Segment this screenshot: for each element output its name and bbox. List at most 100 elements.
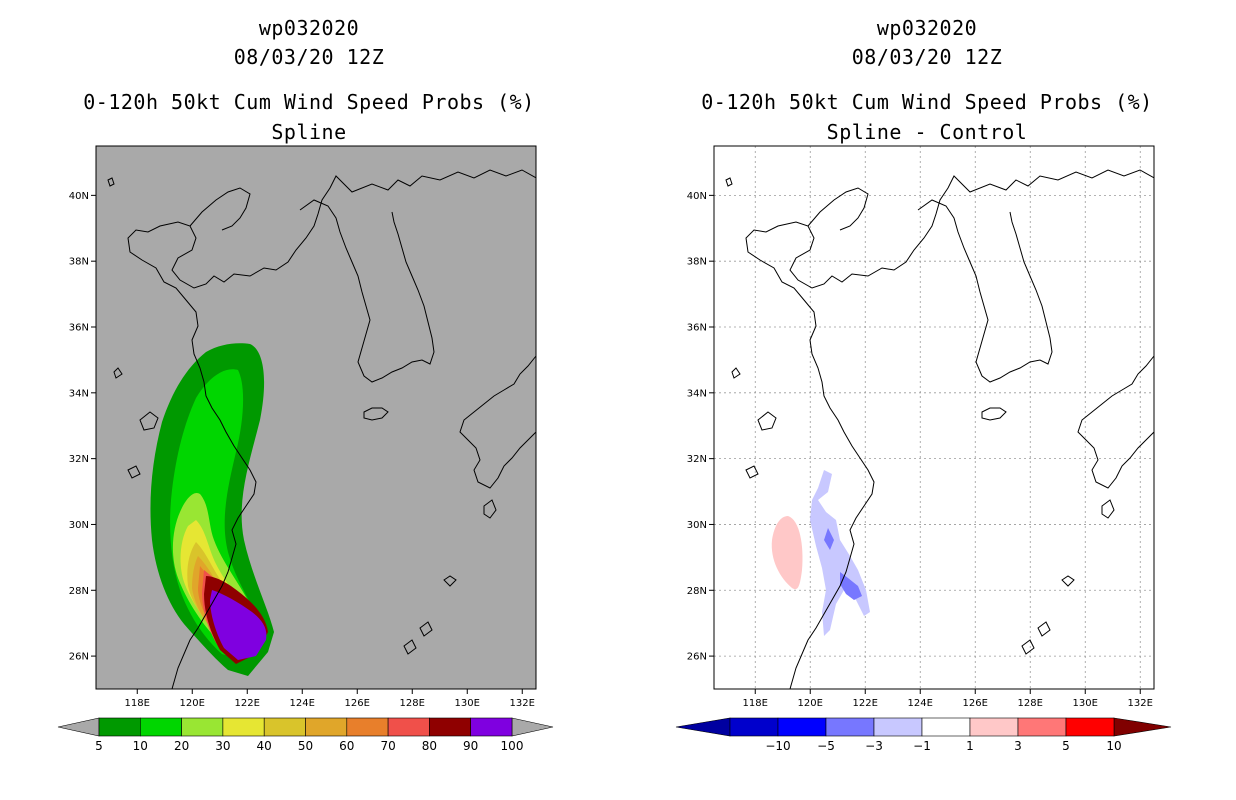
right-colorbar-end-low bbox=[675, 717, 731, 737]
right-y-tick-label: 30N bbox=[687, 520, 707, 531]
left-x-tick-label: 126E bbox=[345, 698, 370, 709]
left-probability-contours bbox=[107, 169, 536, 689]
left-chart-svg: 26N 28N 30N 32N 34N 36N 38N 40N 118E 120E 122E 124… bbox=[57, 145, 554, 753]
right-colorbar-swatch bbox=[777, 717, 827, 737]
left-colorbar-label: 5 bbox=[95, 739, 103, 753]
left-colorbar-swatch bbox=[181, 717, 224, 737]
left-panel: wp032020 08/03/20 12Z 0-120h 50kt Cum Wi… bbox=[57, 16, 554, 753]
left-colorbar-swatch bbox=[98, 717, 141, 737]
left-map-background bbox=[96, 146, 536, 689]
left-map-frame bbox=[95, 145, 537, 690]
left-y-tick-label: 34N bbox=[69, 388, 89, 399]
diff-band-neg-3-5 bbox=[824, 528, 862, 600]
left-colorbar-label: 20 bbox=[174, 739, 189, 753]
right-colorbar-swatch bbox=[1017, 717, 1067, 737]
right-y-tick-label: 34N bbox=[687, 388, 707, 399]
right-chart-svg: 26N 28N 30N 32N 34N 36N 38N 40N 118E 120E 122E 124… bbox=[675, 145, 1172, 753]
right-x-tick-label: 124E bbox=[908, 698, 933, 709]
right-title-method: Spline - Control bbox=[826, 120, 1028, 144]
right-colorbar-end-high bbox=[1113, 717, 1172, 737]
left-y-tick-label: 40N bbox=[69, 191, 89, 202]
left-y-tick-label: 30N bbox=[69, 520, 89, 531]
right-x-tick-label: 120E bbox=[798, 698, 823, 709]
left-x-tick-label: 130E bbox=[455, 698, 480, 709]
right-x-tick-label: 130E bbox=[1073, 698, 1098, 709]
left-colorbar-end-high bbox=[511, 717, 554, 737]
left-colorbar-label: 40 bbox=[257, 739, 272, 753]
left-colorbar-label: 80 bbox=[422, 739, 437, 753]
left-x-tick-label: 122E bbox=[235, 698, 260, 709]
right-title-datetime: 08/03/20 12Z bbox=[851, 45, 1003, 69]
right-map-frame bbox=[713, 145, 1155, 690]
right-panel: wp032020 08/03/20 12Z 0-120h 50kt Cum Wi… bbox=[618, 0, 1236, 800]
left-colorbar-label: 70 bbox=[380, 739, 395, 753]
right-y-tick-label: 32N bbox=[687, 454, 707, 465]
right-colorbar-label: −3 bbox=[865, 739, 883, 753]
right-colorbar-label: 5 bbox=[1062, 739, 1070, 753]
left-colorbar-label: 90 bbox=[463, 739, 478, 753]
left-colorbar-swatch bbox=[140, 717, 182, 737]
left-title-method: Spline bbox=[271, 120, 347, 144]
left-x-tick-label: 120E bbox=[180, 698, 205, 709]
left-colorbar-label: 50 bbox=[298, 739, 313, 753]
left-colorbar-swatch bbox=[346, 717, 389, 737]
right-x-tick-label: 118E bbox=[743, 698, 768, 709]
right-colorbar-swatch bbox=[969, 717, 1019, 737]
right-colorbar-swatch bbox=[1065, 717, 1115, 737]
left-colorbar-swatch bbox=[470, 717, 513, 737]
right-y-tick-label: 28N bbox=[687, 586, 707, 597]
right-x-tick-label: 122E bbox=[853, 698, 878, 709]
left-x-tick-label: 118E bbox=[125, 698, 150, 709]
left-x-tick-label: 124E bbox=[290, 698, 315, 709]
left-x-tick-label: 128E bbox=[400, 698, 425, 709]
right-y-tick-label: 40N bbox=[687, 191, 707, 202]
left-colorbar-label: 10 bbox=[133, 739, 148, 753]
left-colorbar-swatch bbox=[305, 717, 348, 737]
left-colorbar-label: 100 bbox=[501, 739, 524, 753]
left-colorbar-swatch bbox=[387, 717, 430, 737]
left-title-storm-id: wp032020 bbox=[258, 16, 360, 40]
left-colorbar-swatch bbox=[429, 717, 471, 737]
right-title-product: 0-120h 50kt Cum Wind Speed Probs (%) bbox=[701, 90, 1153, 114]
prob-band-90 bbox=[210, 590, 267, 660]
right-y-axis: 26N 28N 30N 32N 34N 36N 38N 40N bbox=[687, 191, 714, 663]
left-title-datetime: 08/03/20 12Z bbox=[233, 45, 385, 69]
right-x-tick-label: 132E bbox=[1128, 698, 1153, 709]
right-colorbar-label: −5 bbox=[817, 739, 835, 753]
left-colorbar-swatch bbox=[263, 717, 306, 737]
left-y-tick-label: 32N bbox=[69, 454, 89, 465]
right-y-tick-label: 26N bbox=[687, 652, 707, 663]
right-colorbar-label: −10 bbox=[765, 739, 790, 753]
right-colorbar-label: 1 bbox=[966, 739, 974, 753]
right-colorbar-swatch bbox=[729, 717, 779, 737]
left-colorbar-swatch bbox=[222, 717, 265, 737]
left-x-tick-label: 132E bbox=[510, 698, 535, 709]
left-y-tick-label: 28N bbox=[69, 586, 89, 597]
right-map-background bbox=[714, 146, 1154, 689]
right-title-storm-id: wp032020 bbox=[876, 16, 978, 40]
right-colorbar: −10 −5 −3 −1 1 3 5 10 bbox=[675, 717, 1172, 753]
right-difference-contours bbox=[725, 169, 1154, 689]
left-x-axis: 118E 120E 122E 124E 126E 128E 130E 132E bbox=[125, 689, 535, 709]
right-colorbar-label: −1 bbox=[913, 739, 931, 753]
left-colorbar: 5 10 20 30 40 50 60 70 80 90 100 bbox=[57, 717, 554, 753]
right-x-tick-label: 128E bbox=[1018, 698, 1043, 709]
left-y-tick-label: 26N bbox=[69, 652, 89, 663]
diff-band-pos-1-3 bbox=[771, 516, 803, 590]
left-y-tick-label: 38N bbox=[69, 257, 89, 268]
left-y-axis: 26N 28N 30N 32N 34N 36N 38N 40N bbox=[69, 191, 96, 663]
left-colorbar-label: 30 bbox=[215, 739, 230, 753]
right-colorbar-swatch bbox=[873, 717, 923, 737]
right-colorbar-label: 10 bbox=[1106, 739, 1121, 753]
left-y-tick-label: 36N bbox=[69, 323, 89, 334]
left-title-product: 0-120h 50kt Cum Wind Speed Probs (%) bbox=[83, 90, 535, 114]
left-colorbar-end-low bbox=[57, 717, 100, 737]
right-colorbar-label: 3 bbox=[1014, 739, 1022, 753]
right-y-tick-label: 38N bbox=[687, 257, 707, 268]
right-x-tick-label: 126E bbox=[963, 698, 988, 709]
right-colorbar-swatch bbox=[825, 717, 875, 737]
left-colorbar-label: 60 bbox=[339, 739, 354, 753]
right-x-axis: 118E 120E 122E 124E 126E 128E 130E 132E bbox=[743, 689, 1153, 709]
right-y-tick-label: 36N bbox=[687, 323, 707, 334]
right-colorbar-swatch bbox=[921, 717, 971, 737]
